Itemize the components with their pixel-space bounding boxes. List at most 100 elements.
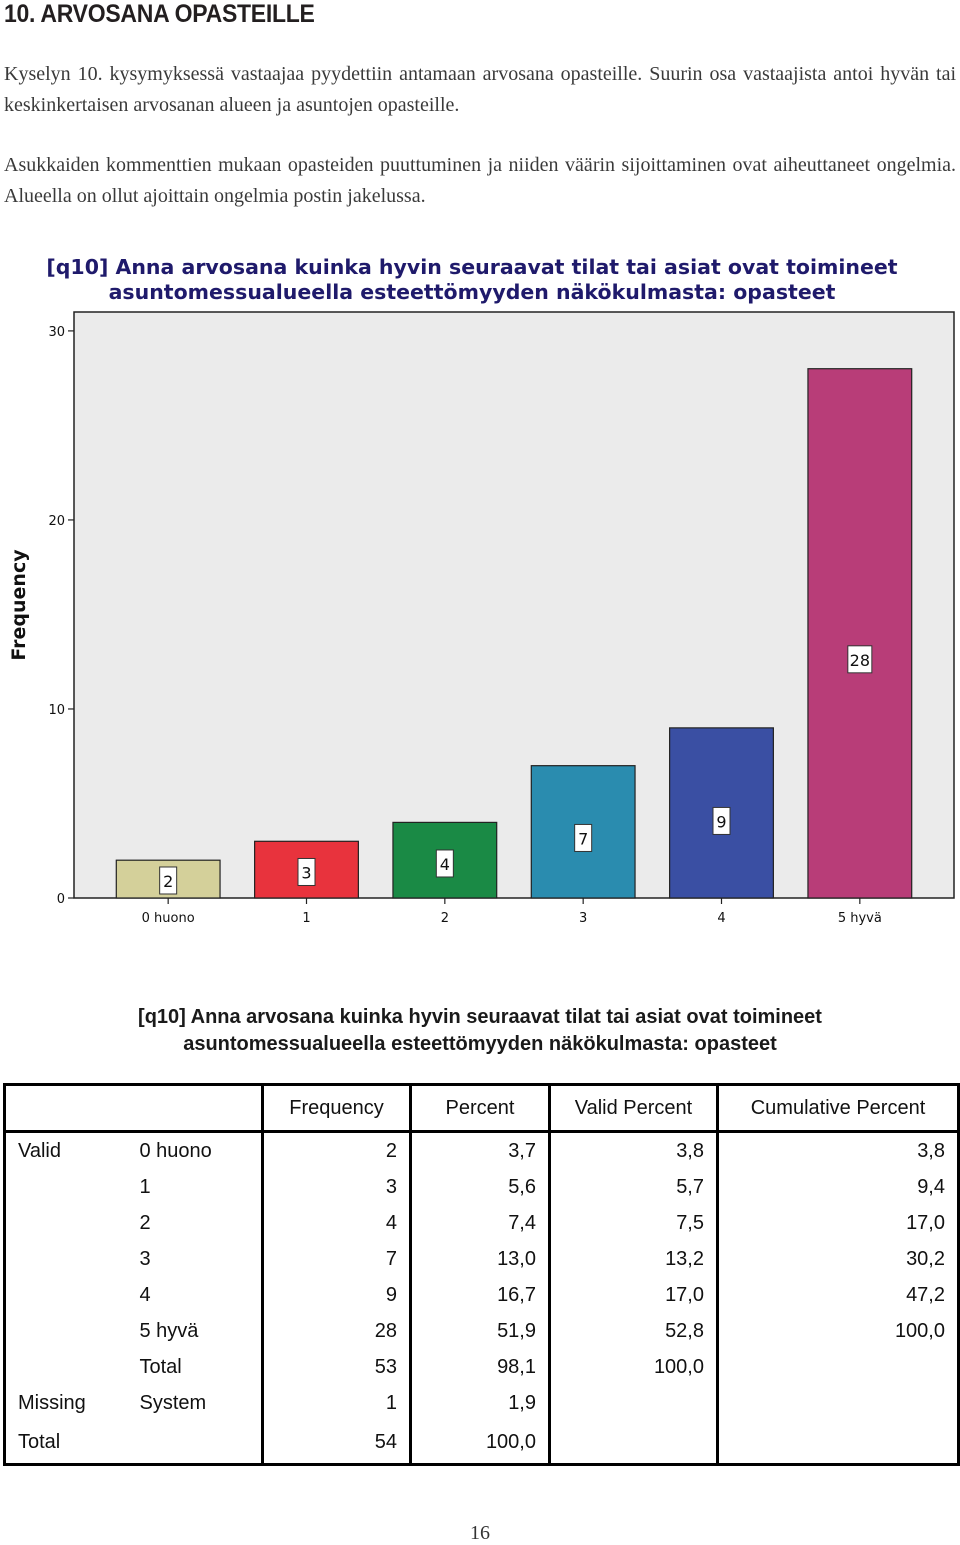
row-group: Total [3, 1421, 128, 1466]
row-label: 1 [139, 1175, 151, 1198]
row-label: System [139, 1391, 207, 1414]
chart-title-line1: [q10] Anna arvosana kuinka hyvin seuraav… [46, 255, 897, 279]
cell-valid-percent: 100,0 [548, 1349, 718, 1385]
cell-valid-percent: 52,8 [548, 1313, 718, 1349]
bar-label-box [712, 806, 731, 835]
table-title-line1: [q10] Anna arvosana kuinka hyvin seuraav… [138, 1006, 822, 1028]
x-tick-label: 2 [441, 911, 449, 926]
header-blank [3, 1083, 128, 1133]
frequency-table: Frequency Percent Valid Percent Cumulati… [3, 1083, 960, 1466]
y-tick-label: 0 [57, 892, 65, 907]
comments-paragraph: Asukkaiden kommenttien mukaan opasteiden… [4, 154, 956, 207]
cell-valid-percent: 5,7 [548, 1169, 718, 1205]
cell-cumulative-percent: 47,2 [716, 1277, 960, 1313]
y-tick-label: 10 [48, 703, 65, 718]
cell-valid-percent: 3,8 [548, 1131, 718, 1169]
intro-paragraph: Kyselyn 10. kysymyksessä vastaajaa pyyde… [4, 63, 956, 116]
row-label [127, 1421, 263, 1466]
header-valid-percent: Valid Percent [548, 1083, 718, 1133]
x-tick-label: 1 [302, 911, 310, 926]
header-cumulative-percent: Cumulative Percent [716, 1083, 960, 1133]
section-heading: 10. ARVOSANA OPASTEILLE [4, 0, 315, 28]
x-tick-label: 4 [717, 911, 725, 926]
bar-label-box [159, 866, 178, 895]
cell-percent: 51,9 [409, 1313, 550, 1349]
cell-frequency: 54 [261, 1421, 411, 1466]
row-label: 2 [139, 1211, 151, 1234]
row-group [3, 1205, 128, 1241]
row-group [3, 1313, 128, 1349]
cell-valid-percent: 13,2 [548, 1241, 718, 1277]
cell-percent: 100,0 [409, 1421, 550, 1466]
bar-value-label: 4 [440, 855, 450, 874]
cell-cumulative-percent: 3,8 [716, 1131, 960, 1169]
cell-percent: 13,0 [409, 1241, 550, 1277]
table-row: Missing System 1 1,9 [3, 1385, 960, 1421]
page-number: 16 [470, 1522, 490, 1544]
cell-valid-percent [548, 1421, 718, 1466]
bar-value-label: 7 [578, 829, 588, 848]
x-tick-label: 3 [579, 911, 587, 926]
frequency-bar-chart: [q10] Anna arvosana kuinka hyvin seuraav… [0, 240, 960, 940]
table-row: Total 53 98,1 100,0 [3, 1349, 960, 1385]
header-frequency: Frequency [261, 1083, 411, 1133]
row-label: 5 hyvä [139, 1319, 199, 1342]
bar-value-label: 2 [163, 872, 173, 891]
x-tick-label: 0 huono [142, 911, 195, 926]
bar-value-label: 9 [716, 812, 726, 831]
cell-cumulative-percent: 100,0 [716, 1313, 960, 1349]
table-row: 3 7 13,0 13,2 30,2 [3, 1241, 960, 1277]
cell-frequency: 53 [261, 1349, 411, 1385]
row-label: 4 [139, 1283, 151, 1306]
chart-title-line2: asuntomessualueella esteettömyyden näkök… [109, 280, 836, 304]
cell-frequency: 1 [261, 1385, 411, 1421]
header-percent: Percent [409, 1083, 550, 1133]
cell-percent: 5,6 [409, 1169, 550, 1205]
cell-cumulative-percent [716, 1385, 960, 1421]
cell-frequency: 3 [261, 1169, 411, 1205]
row-group [3, 1349, 128, 1385]
cell-percent: 98,1 [409, 1349, 550, 1385]
x-axis: 0 huono 1 2 3 4 5 hyvä [142, 898, 882, 926]
cell-cumulative-percent: 9,4 [716, 1169, 960, 1205]
table-row: Valid 0 huono 2 3,7 3,8 3,8 [3, 1131, 960, 1169]
table-row: 5 hyvä 28 51,9 52,8 100,0 [3, 1313, 960, 1349]
cell-valid-percent: 17,0 [548, 1277, 718, 1313]
row-label: Total [139, 1355, 182, 1378]
bar-value-label: 28 [850, 651, 870, 670]
table-row: 1 3 5,6 5,7 9,4 [3, 1169, 960, 1205]
bar-label-box [297, 857, 316, 886]
y-axis-label: Frequency [8, 549, 30, 661]
bar [807, 368, 913, 899]
row-group: Valid [3, 1131, 128, 1169]
table-row: Total 54 100,0 [3, 1421, 960, 1466]
y-tick-label: 30 [48, 325, 65, 340]
y-tick-label: 20 [48, 514, 65, 529]
cell-valid-percent: 7,5 [548, 1205, 718, 1241]
cell-cumulative-percent [716, 1421, 960, 1466]
bar-label-box [574, 823, 593, 852]
y-axis: 0 10 20 30 [48, 325, 74, 907]
row-label: 3 [139, 1247, 151, 1270]
bars-group: 2 3 4 7 9 28 [115, 368, 913, 899]
table-title-line2: asuntomessualueella esteettömyyden näkök… [183, 1033, 777, 1055]
cell-percent: 3,7 [409, 1131, 550, 1169]
cell-percent: 16,7 [409, 1277, 550, 1313]
cell-frequency: 4 [261, 1205, 411, 1241]
cell-cumulative-percent: 17,0 [716, 1205, 960, 1241]
cell-percent: 7,4 [409, 1205, 550, 1241]
row-group [3, 1277, 128, 1313]
table-row: 2 4 7,4 7,5 17,0 [3, 1205, 960, 1241]
row-label: 0 huono [139, 1139, 212, 1162]
plot-area [73, 311, 955, 899]
bar-label-box [847, 645, 873, 674]
cell-frequency: 28 [261, 1313, 411, 1349]
row-group [3, 1169, 128, 1205]
header-blank-2 [127, 1083, 263, 1133]
row-group [3, 1241, 128, 1277]
cell-frequency: 7 [261, 1241, 411, 1277]
cell-frequency: 9 [261, 1277, 411, 1313]
cell-frequency: 2 [261, 1131, 411, 1169]
cell-percent: 1,9 [409, 1385, 550, 1421]
table-header-row: Frequency Percent Valid Percent Cumulati… [3, 1083, 960, 1133]
